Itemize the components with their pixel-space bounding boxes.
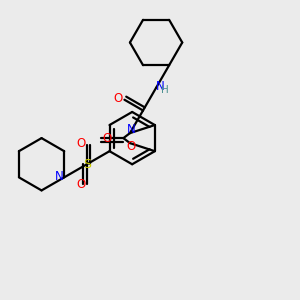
Text: S: S (83, 158, 91, 171)
Text: O: O (103, 132, 112, 145)
Text: O: O (113, 92, 122, 105)
Text: O: O (76, 178, 86, 191)
Text: N: N (127, 123, 136, 136)
Text: H: H (161, 85, 169, 95)
Text: N: N (156, 80, 164, 93)
Text: N: N (55, 170, 64, 183)
Text: O: O (76, 137, 86, 150)
Text: O: O (127, 140, 136, 153)
